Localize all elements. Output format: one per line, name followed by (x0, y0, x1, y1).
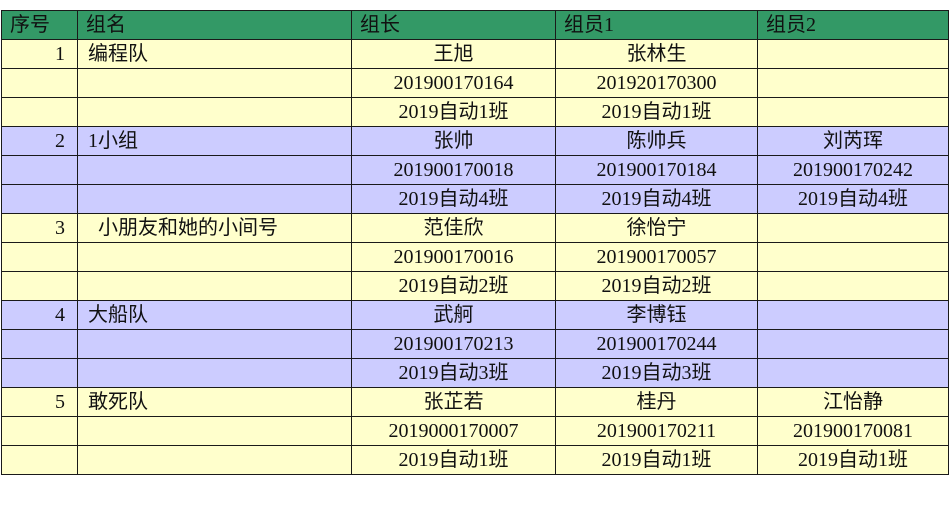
table-row: 2019000170007 201900170211 201900170081 (1, 416, 949, 446)
header-member1[interactable]: 组员1 (555, 10, 758, 40)
cell-leader-name[interactable]: 王旭 (351, 39, 556, 69)
cell-leader-name[interactable]: 武舸 (351, 300, 556, 330)
cell-member2-class[interactable] (757, 271, 949, 301)
cell-group-name[interactable] (77, 416, 352, 446)
header-no[interactable]: 序号 (1, 10, 78, 40)
cell-group-name[interactable] (77, 242, 352, 272)
cell-no[interactable] (1, 155, 78, 185)
table-row: 4 大船队 武舸 李博钰 (1, 300, 949, 330)
cell-group-name[interactable] (77, 68, 352, 98)
cell-member2-name[interactable] (757, 300, 949, 330)
groups-table: 序号 组名 组长 组员1 组员2 1 编程队 王旭 张林生 201900170164 20… (1, 10, 949, 475)
cell-group-name[interactable] (77, 155, 352, 185)
cell-group-name[interactable] (77, 329, 352, 359)
table-row: 2019自动1班 2019自动1班 2019自动1班 (1, 445, 949, 475)
cell-leader-id[interactable]: 201900170016 (351, 242, 556, 272)
cell-member2-class[interactable] (757, 97, 949, 127)
cell-no[interactable]: 3 (1, 213, 78, 243)
cell-member2-id[interactable]: 201900170081 (757, 416, 949, 446)
cell-no[interactable] (1, 416, 78, 446)
cell-leader-id[interactable]: 201900170018 (351, 155, 556, 185)
cell-member2-name[interactable] (757, 213, 949, 243)
cell-member1-name[interactable]: 张林生 (555, 39, 758, 69)
cell-leader-class[interactable]: 2019自动3班 (351, 358, 556, 388)
cell-no[interactable] (1, 445, 78, 475)
cell-member1-class[interactable]: 2019自动2班 (555, 271, 758, 301)
cell-group-name[interactable] (77, 358, 352, 388)
cell-group-name[interactable]: 1小组 (77, 126, 352, 156)
cell-group-name[interactable] (77, 445, 352, 475)
table-row: 201900170016 201900170057 (1, 242, 949, 272)
cell-group-name[interactable] (77, 97, 352, 127)
cell-member1-id[interactable]: 201900170184 (555, 155, 758, 185)
table-row: 2019自动2班 2019自动2班 (1, 271, 949, 301)
table-row: 201900170213 201900170244 (1, 329, 949, 359)
cell-leader-id[interactable]: 201900170213 (351, 329, 556, 359)
table-row: 2019自动4班 2019自动4班 2019自动4班 (1, 184, 949, 214)
cell-member2-id[interactable] (757, 242, 949, 272)
cell-member1-name[interactable]: 李博钰 (555, 300, 758, 330)
table-row: 201900170018 201900170184 201900170242 (1, 155, 949, 185)
table-row: 2019自动1班 2019自动1班 (1, 97, 949, 127)
cell-member2-class[interactable] (757, 358, 949, 388)
cell-no[interactable] (1, 68, 78, 98)
cell-member1-id[interactable]: 201920170300 (555, 68, 758, 98)
cell-leader-id[interactable]: 201900170164 (351, 68, 556, 98)
cell-no[interactable]: 5 (1, 387, 78, 417)
header-group-name[interactable]: 组名 (77, 10, 352, 40)
cell-group-name[interactable] (77, 271, 352, 301)
cell-leader-name[interactable]: 张帅 (351, 126, 556, 156)
cell-member2-id[interactable] (757, 68, 949, 98)
cell-no[interactable] (1, 271, 78, 301)
header-member2[interactable]: 组员2 (757, 10, 949, 40)
table-row: 2 1小组 张帅 陈帅兵 刘芮珲 (1, 126, 949, 156)
cell-member1-class[interactable]: 2019自动3班 (555, 358, 758, 388)
cell-member2-name[interactable]: 江怡静 (757, 387, 949, 417)
cell-member2-class[interactable]: 2019自动1班 (757, 445, 949, 475)
cell-no[interactable] (1, 358, 78, 388)
table-body: 1 编程队 王旭 张林生 201900170164 201920170300 2019自动1… (1, 39, 949, 475)
cell-member2-id[interactable]: 201900170242 (757, 155, 949, 185)
cell-leader-class[interactable]: 2019自动4班 (351, 184, 556, 214)
table-row: 3 小朋友和她的小间号 范佳欣 徐怡宁 (1, 213, 949, 243)
cell-no[interactable]: 4 (1, 300, 78, 330)
cell-member1-id[interactable]: 201900170211 (555, 416, 758, 446)
table-row: 1 编程队 王旭 张林生 (1, 39, 949, 69)
table-row: 5 敢死队 张芷若 桂丹 江怡静 (1, 387, 949, 417)
cell-member1-name[interactable]: 桂丹 (555, 387, 758, 417)
cell-group-name[interactable]: 敢死队 (77, 387, 352, 417)
cell-leader-class[interactable]: 2019自动1班 (351, 445, 556, 475)
cell-member2-name[interactable]: 刘芮珲 (757, 126, 949, 156)
header-row: 序号 组名 组长 组员1 组员2 (1, 10, 949, 40)
cell-leader-id[interactable]: 2019000170007 (351, 416, 556, 446)
cell-no[interactable]: 1 (1, 39, 78, 69)
cell-leader-class[interactable]: 2019自动2班 (351, 271, 556, 301)
cell-member2-name[interactable] (757, 39, 949, 69)
cell-member1-id[interactable]: 201900170244 (555, 329, 758, 359)
cell-no[interactable]: 2 (1, 126, 78, 156)
cell-member1-class[interactable]: 2019自动1班 (555, 445, 758, 475)
cell-member1-class[interactable]: 2019自动1班 (555, 97, 758, 127)
cell-group-name[interactable] (77, 184, 352, 214)
cell-no[interactable] (1, 329, 78, 359)
cell-member2-id[interactable] (757, 329, 949, 359)
header-leader[interactable]: 组长 (351, 10, 556, 40)
cell-leader-name[interactable]: 范佳欣 (351, 213, 556, 243)
cell-member1-class[interactable]: 2019自动4班 (555, 184, 758, 214)
table-row: 201900170164 201920170300 (1, 68, 949, 98)
cell-member1-name[interactable]: 徐怡宁 (555, 213, 758, 243)
cell-no[interactable] (1, 242, 78, 272)
cell-group-name[interactable]: 编程队 (77, 39, 352, 69)
cell-member1-id[interactable]: 201900170057 (555, 242, 758, 272)
cell-no[interactable] (1, 184, 78, 214)
cell-group-name[interactable]: 小朋友和她的小间号 (77, 213, 352, 243)
table-row: 2019自动3班 2019自动3班 (1, 358, 949, 388)
cell-no[interactable] (1, 97, 78, 127)
cell-member1-name[interactable]: 陈帅兵 (555, 126, 758, 156)
cell-leader-name[interactable]: 张芷若 (351, 387, 556, 417)
cell-leader-class[interactable]: 2019自动1班 (351, 97, 556, 127)
cell-member2-class[interactable]: 2019自动4班 (757, 184, 949, 214)
cell-group-name[interactable]: 大船队 (77, 300, 352, 330)
